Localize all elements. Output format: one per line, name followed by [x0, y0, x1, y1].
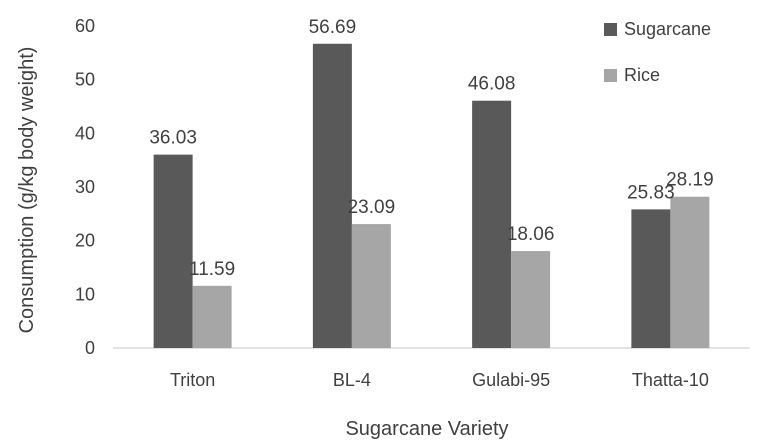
y-tick-label: 0 — [85, 338, 95, 358]
legend-label-rice: Rice — [624, 65, 660, 85]
bar-rice-gulabi-95 — [511, 251, 551, 348]
legend-label-sugarcane: Sugarcane — [624, 19, 711, 39]
data-label-rice-triton: 11.59 — [189, 259, 235, 280]
data-label-sugarcane-bl-4: 56.69 — [309, 17, 357, 38]
data-label-sugarcane-triton: 36.03 — [149, 128, 197, 149]
x-axis-ticks: Triton BL-4 Gulabi-95 Thatta-10 — [170, 370, 709, 390]
bars — [153, 43, 710, 348]
x-tick-label: Gulabi-95 — [472, 370, 550, 390]
bar-sugarcane-triton — [153, 154, 193, 348]
y-axis-ticks: 0 10 20 30 40 50 60 — [75, 16, 95, 358]
bar-rice-bl-4 — [351, 224, 391, 348]
y-tick-label: 10 — [75, 284, 95, 304]
y-tick-label: 60 — [75, 16, 95, 36]
bar-sugarcane-bl-4 — [312, 43, 352, 348]
legend-swatch-rice — [604, 69, 617, 82]
bar-rice-triton — [192, 285, 232, 348]
legend-swatch-sugarcane — [604, 23, 617, 36]
y-axis-title: Consumption (g/kg body weight) — [16, 47, 38, 334]
data-label-rice-bl-4: 23.09 — [348, 197, 396, 218]
y-tick-label: 20 — [75, 231, 95, 251]
data-label-rice-gulabi-95: 18.06 — [507, 224, 555, 245]
bar-sugarcane-gulabi-95 — [472, 100, 512, 348]
y-tick-label: 50 — [75, 70, 95, 90]
x-tick-label: Thatta-10 — [632, 370, 709, 390]
legend: Sugarcane Rice — [604, 19, 711, 85]
data-label-sugarcane-gulabi-95: 46.08 — [468, 74, 516, 95]
y-tick-label: 40 — [75, 123, 95, 143]
y-tick-label: 30 — [75, 177, 95, 197]
x-tick-label: BL-4 — [333, 370, 371, 390]
data-label-sugarcane-thatta-10: 25.83 — [627, 182, 675, 203]
data-label-rice-thatta-10: 28.19 — [666, 170, 714, 191]
x-axis-title: Sugarcane Variety — [345, 418, 508, 440]
bar-rice-thatta-10 — [670, 196, 710, 348]
bar-sugarcane-thatta-10 — [631, 209, 671, 348]
x-tick-label: Triton — [170, 370, 215, 390]
